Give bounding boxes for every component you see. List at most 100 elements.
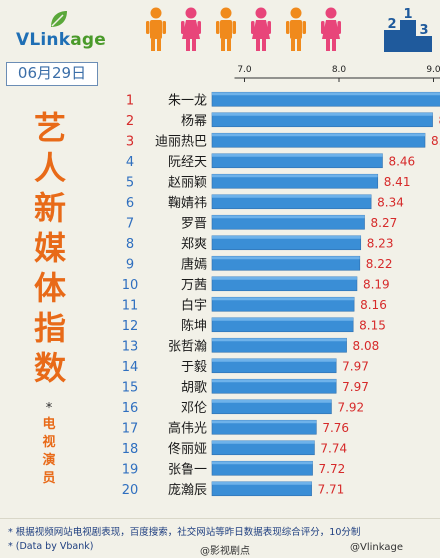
rank-label: 5 <box>126 175 134 190</box>
subtitle-char: 视 <box>42 435 56 450</box>
chart-subtitle: * 电 视 演 员 <box>38 402 60 488</box>
rank-label: 19 <box>122 462 139 477</box>
rank-label: 3 <box>126 134 134 149</box>
watermark-left: @影视剧点 <box>200 546 250 557</box>
person-icon <box>181 7 201 51</box>
rank-label: 15 <box>122 380 139 395</box>
value-label: 7.72 <box>319 462 346 476</box>
artist-name-label: 罗晋 <box>181 216 207 231</box>
score-bar-highlight <box>212 399 332 403</box>
score-bar-highlight <box>212 92 440 96</box>
score-bar-highlight <box>212 194 372 198</box>
leaf-logo-icon <box>51 11 67 27</box>
date-badge: 06月29日 <box>6 62 98 86</box>
podium-number-1: 1 <box>403 8 412 22</box>
vlinkage-logo: VLinkage <box>8 4 128 56</box>
value-label: 7.71 <box>318 482 345 496</box>
person-icon <box>251 7 271 51</box>
artist-name-label: 朱一龙 <box>168 93 207 108</box>
score-bar-highlight <box>212 379 337 383</box>
bar-chart: 7.08.09.010.01朱一龙9.102杨幂8.993迪丽热巴8.914阮经… <box>122 65 440 498</box>
score-bar-highlight <box>212 297 355 301</box>
person-icon <box>146 7 166 51</box>
title-char: 新 <box>33 189 66 227</box>
watermark-right: @Vlinkage <box>350 542 403 553</box>
header: VLinkage 2 1 3 <box>0 0 440 58</box>
title-char: 体 <box>33 269 66 307</box>
subtitle-star: * <box>45 401 53 416</box>
rank-label: 11 <box>122 298 139 313</box>
podium-icon: 2 1 3 <box>384 8 432 52</box>
title-char: 媒 <box>33 229 66 267</box>
rank-label: 10 <box>122 278 139 293</box>
rank-label: 13 <box>122 339 139 354</box>
title-char: 人 <box>33 149 66 187</box>
rank-label: 16 <box>122 401 139 416</box>
score-bar-highlight <box>212 358 337 362</box>
score-bar-highlight <box>212 153 383 157</box>
rank-label: 7 <box>126 216 134 231</box>
value-label: 8.91 <box>431 134 440 148</box>
subtitle-char: 电 <box>42 417 56 432</box>
artist-name-label: 白宇 <box>181 297 207 313</box>
footer-note: * 根据视频网站电视剧表现，百度搜索，社交网站等昨日数据表现综合评分，10分制 <box>8 527 361 538</box>
value-label: 8.46 <box>388 154 415 168</box>
title-char: 数 <box>33 349 66 387</box>
artist-name-label: 鞠婧祎 <box>168 196 207 211</box>
podium-number-3: 3 <box>419 23 428 38</box>
person-icon <box>321 7 341 51</box>
artist-name-label: 赵丽颖 <box>168 175 207 190</box>
artist-name-label: 万茜 <box>181 278 207 293</box>
artist-name-label: 陈坤 <box>181 318 207 334</box>
value-label: 7.74 <box>320 441 347 455</box>
x-tick-label: 7.0 <box>237 65 252 75</box>
artist-name-label: 佟丽娅 <box>168 441 207 457</box>
rank-label: 1 <box>126 93 134 108</box>
value-label: 8.19 <box>363 277 390 291</box>
artist-name-label: 迪丽热巴 <box>155 134 207 149</box>
artist-name-label: 胡歌 <box>181 380 207 395</box>
person-icon <box>216 7 236 51</box>
score-bar-highlight <box>212 215 365 219</box>
person-icon <box>286 7 306 51</box>
value-label: 8.23 <box>367 236 394 250</box>
subtitle-char: 演 <box>42 453 56 468</box>
rank-label: 14 <box>122 360 139 375</box>
title-char: 艺 <box>33 109 66 147</box>
score-bar-highlight <box>212 420 317 424</box>
chart-title: 艺 人 新 媒 体 指 数 <box>28 108 72 388</box>
rank-label: 17 <box>122 421 139 436</box>
rank-label: 8 <box>126 237 134 252</box>
artist-name-label: 唐嫣 <box>181 256 207 272</box>
value-label: 8.15 <box>359 318 386 332</box>
artist-name-label: 杨幂 <box>181 114 207 129</box>
artist-name-label: 邓伦 <box>181 401 207 416</box>
artist-name-label: 郑爽 <box>181 237 207 252</box>
title-char: 指 <box>33 309 66 347</box>
score-bar-highlight <box>212 481 312 485</box>
value-label: 8.22 <box>366 257 393 271</box>
rank-label: 18 <box>122 442 139 457</box>
rank-label: 6 <box>126 196 134 211</box>
footer: * 根据视频网站电视剧表现，百度搜索，社交网站等昨日数据表现综合评分，10分制 … <box>0 518 440 558</box>
logo-text: VLinkage <box>16 30 107 50</box>
score-bar-highlight <box>212 133 425 137</box>
rank-label: 2 <box>126 114 134 129</box>
value-label: 8.27 <box>371 216 398 230</box>
score-bar-highlight <box>212 440 315 444</box>
rank-label: 20 <box>122 483 139 498</box>
value-label: 8.08 <box>353 339 380 353</box>
artist-name-label: 庞瀚辰 <box>168 482 207 498</box>
artist-name-label: 张哲瀚 <box>168 339 207 354</box>
value-label: 7.97 <box>342 359 369 373</box>
score-bar-highlight <box>212 235 361 239</box>
score-bar-highlight <box>212 112 433 116</box>
value-label: 7.97 <box>342 380 369 394</box>
artist-name-label: 阮经天 <box>168 155 207 170</box>
footer-source: * (Data by Vbank) <box>8 541 94 552</box>
x-tick-label: 9.0 <box>426 65 440 75</box>
score-bar-highlight <box>212 317 354 321</box>
rank-label: 4 <box>126 155 134 170</box>
value-label: 8.41 <box>384 175 411 189</box>
value-label: 8.34 <box>377 195 404 209</box>
